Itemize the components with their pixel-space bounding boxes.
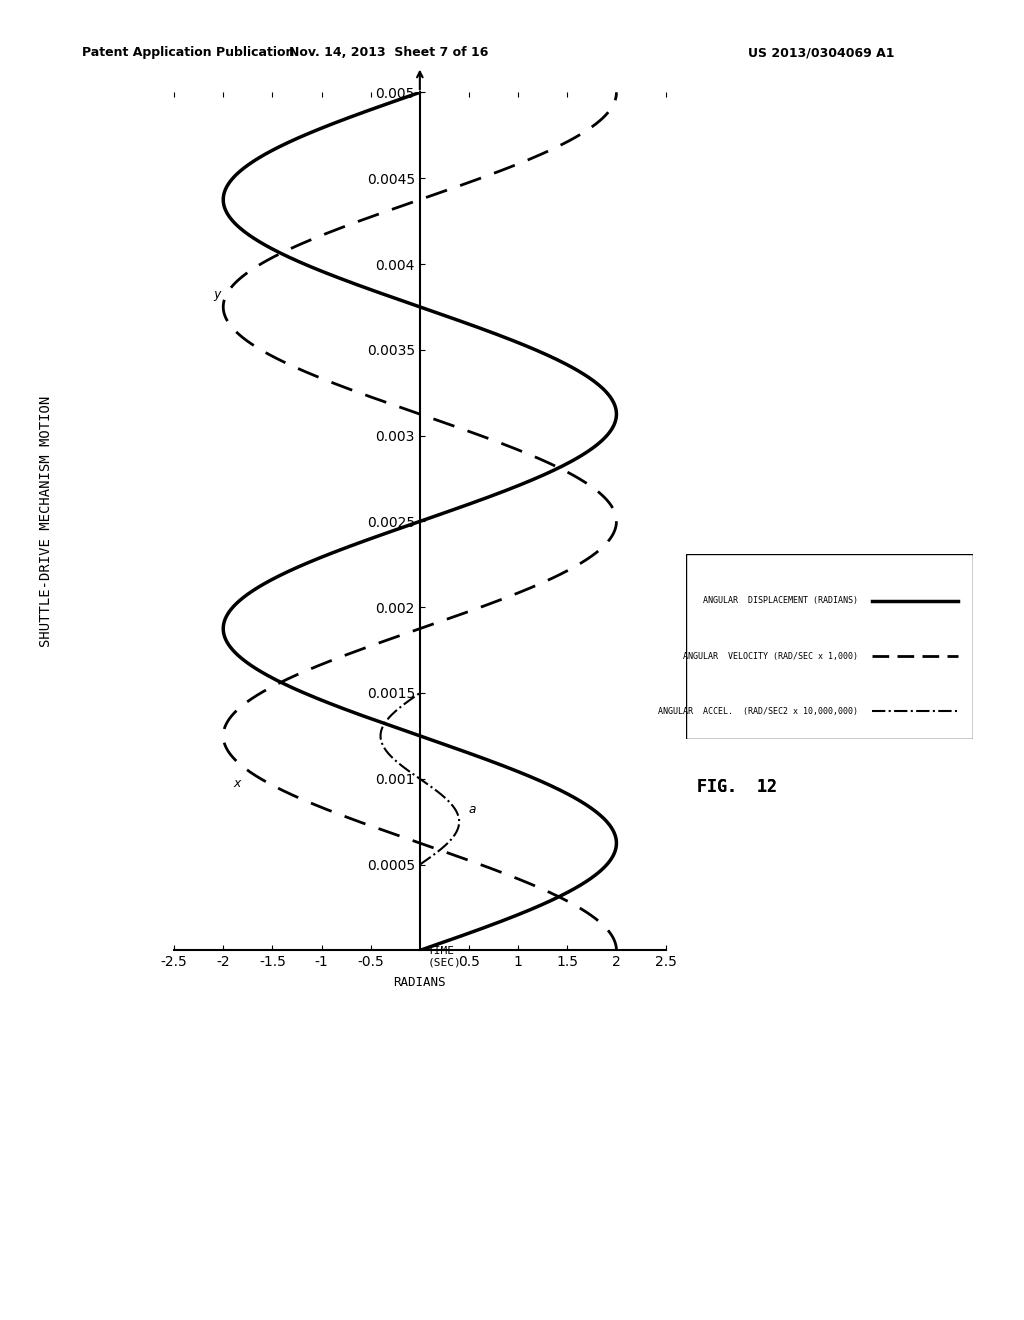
Text: a: a [469,803,476,816]
X-axis label: RADIANS: RADIANS [393,977,446,989]
Text: Nov. 14, 2013  Sheet 7 of 16: Nov. 14, 2013 Sheet 7 of 16 [290,46,488,59]
Text: ANGULAR  ACCEL.  (RAD/SEC2 x 10,000,000): ANGULAR ACCEL. (RAD/SEC2 x 10,000,000) [658,708,858,715]
Text: ANGULAR  VELOCITY (RAD/SEC x 1,000): ANGULAR VELOCITY (RAD/SEC x 1,000) [683,652,858,660]
Text: Patent Application Publication: Patent Application Publication [82,46,294,59]
Text: ANGULAR  DISPLACEMENT (RADIANS): ANGULAR DISPLACEMENT (RADIANS) [703,597,858,605]
Text: y: y [213,288,221,301]
Text: x: x [233,777,241,791]
Text: SHUTTLE-DRIVE MECHANISM MOTION: SHUTTLE-DRIVE MECHANISM MOTION [39,396,53,647]
Text: US 2013/0304069 A1: US 2013/0304069 A1 [748,46,894,59]
Text: TIME
(SEC): TIME (SEC) [428,946,462,968]
Text: FIG.  12: FIG. 12 [697,777,777,796]
Text: FIG.  12: FIG. 12 [697,777,777,796]
